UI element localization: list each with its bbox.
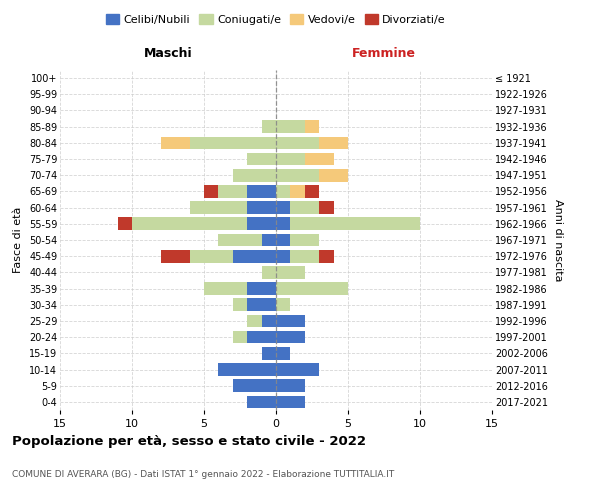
Bar bbox=[290, 218, 420, 230]
Bar bbox=[218, 363, 276, 376]
Bar bbox=[247, 314, 262, 328]
Bar bbox=[247, 202, 276, 214]
Bar bbox=[190, 136, 276, 149]
Bar bbox=[247, 152, 276, 166]
Bar bbox=[319, 136, 348, 149]
Bar bbox=[290, 202, 319, 214]
Bar bbox=[247, 298, 276, 311]
Bar bbox=[276, 234, 290, 246]
Bar bbox=[276, 202, 290, 214]
Bar bbox=[233, 380, 276, 392]
Bar bbox=[276, 282, 348, 295]
Bar bbox=[290, 185, 305, 198]
Bar bbox=[247, 396, 276, 408]
Bar bbox=[247, 218, 276, 230]
Bar bbox=[276, 218, 290, 230]
Bar bbox=[276, 314, 305, 328]
Bar bbox=[262, 234, 276, 246]
Legend: Celibi/Nubili, Coniugati/e, Vedovi/e, Divorziati/e: Celibi/Nubili, Coniugati/e, Vedovi/e, Di… bbox=[103, 10, 449, 28]
Bar bbox=[190, 202, 247, 214]
Bar bbox=[276, 152, 305, 166]
Bar bbox=[276, 250, 290, 262]
Bar bbox=[262, 347, 276, 360]
Bar bbox=[204, 185, 218, 198]
Bar bbox=[233, 298, 247, 311]
Bar bbox=[204, 282, 247, 295]
Bar bbox=[161, 250, 190, 262]
Bar bbox=[276, 396, 305, 408]
Bar bbox=[118, 218, 132, 230]
Bar bbox=[218, 185, 247, 198]
Bar bbox=[319, 250, 334, 262]
Bar bbox=[247, 331, 276, 344]
Bar bbox=[233, 331, 247, 344]
Bar bbox=[276, 298, 290, 311]
Y-axis label: Anni di nascita: Anni di nascita bbox=[553, 198, 563, 281]
Bar bbox=[262, 314, 276, 328]
Text: Popolazione per età, sesso e stato civile - 2022: Popolazione per età, sesso e stato civil… bbox=[12, 435, 366, 448]
Bar bbox=[276, 266, 305, 278]
Bar bbox=[276, 331, 305, 344]
Bar bbox=[276, 380, 305, 392]
Bar bbox=[262, 120, 276, 133]
Bar bbox=[319, 202, 334, 214]
Bar bbox=[247, 282, 276, 295]
Bar bbox=[276, 120, 305, 133]
Bar bbox=[247, 185, 276, 198]
Bar bbox=[161, 136, 190, 149]
Y-axis label: Fasce di età: Fasce di età bbox=[13, 207, 23, 273]
Bar bbox=[190, 250, 233, 262]
Text: Femmine: Femmine bbox=[352, 47, 416, 60]
Bar bbox=[218, 234, 262, 246]
Text: Maschi: Maschi bbox=[143, 47, 193, 60]
Bar bbox=[305, 185, 319, 198]
Bar bbox=[290, 250, 319, 262]
Bar bbox=[233, 169, 276, 181]
Bar bbox=[276, 347, 290, 360]
Text: COMUNE DI AVERARA (BG) - Dati ISTAT 1° gennaio 2022 - Elaborazione TUTTITALIA.IT: COMUNE DI AVERARA (BG) - Dati ISTAT 1° g… bbox=[12, 470, 394, 479]
Bar bbox=[290, 234, 319, 246]
Bar bbox=[276, 185, 290, 198]
Bar bbox=[276, 136, 319, 149]
Bar bbox=[233, 250, 276, 262]
Bar bbox=[276, 363, 319, 376]
Bar bbox=[305, 120, 319, 133]
Bar bbox=[132, 218, 247, 230]
Bar bbox=[262, 266, 276, 278]
Bar bbox=[276, 169, 319, 181]
Bar bbox=[319, 169, 348, 181]
Bar bbox=[305, 152, 334, 166]
